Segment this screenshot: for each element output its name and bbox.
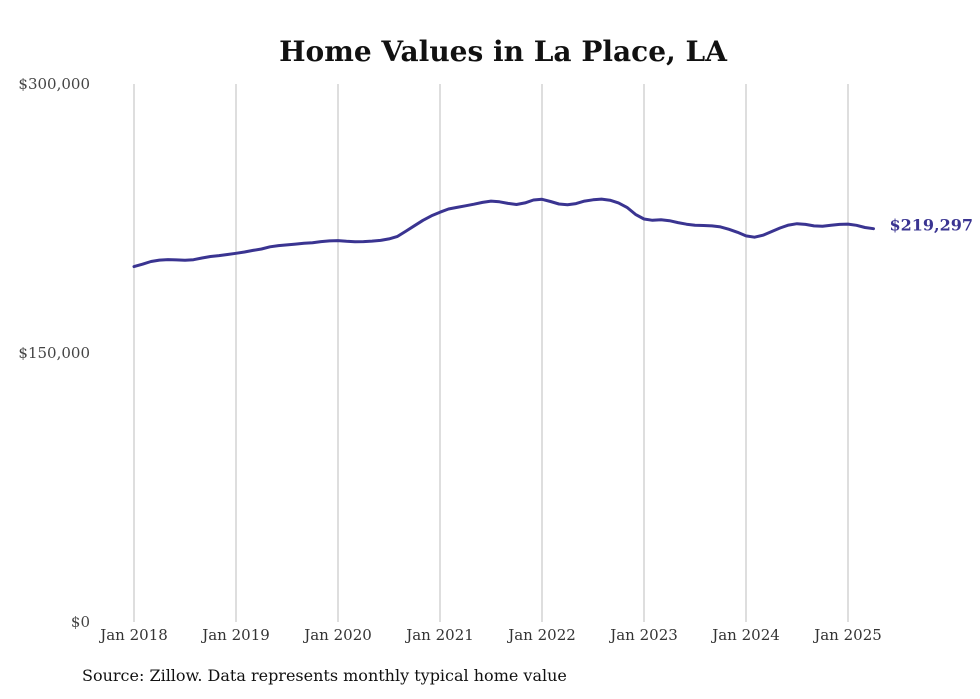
series-group: $219,297 [132, 197, 974, 269]
x-tick-label: Jan 2020 [302, 626, 372, 644]
y-tick-label: $150,000 [18, 344, 90, 362]
y-axis-ticks: $300,000 $150,000 $0 [18, 75, 90, 631]
gridlines [133, 84, 849, 622]
x-tick-label: Jan 2025 [812, 626, 882, 644]
source-note: Source: Zillow. Data represents monthly … [82, 666, 567, 685]
x-tick-label: Jan 2021 [404, 626, 474, 644]
y-tick-label: $300,000 [18, 75, 90, 93]
x-tick-label: Jan 2022 [506, 626, 576, 644]
chart-title: Home Values in La Place, LA [279, 35, 728, 68]
x-tick-label: Jan 2024 [710, 626, 780, 644]
x-tick-label: Jan 2023 [608, 626, 678, 644]
end-value-label: $219,297 [890, 216, 974, 235]
x-tick-label: Jan 2018 [98, 626, 168, 644]
x-axis-ticks: Jan 2018 Jan 2019 Jan 2020 Jan 2021 Jan 2022… [98, 626, 882, 644]
home-value-line [132, 197, 875, 269]
x-tick-label: Jan 2019 [200, 626, 270, 644]
y-tick-label: $0 [71, 613, 90, 631]
